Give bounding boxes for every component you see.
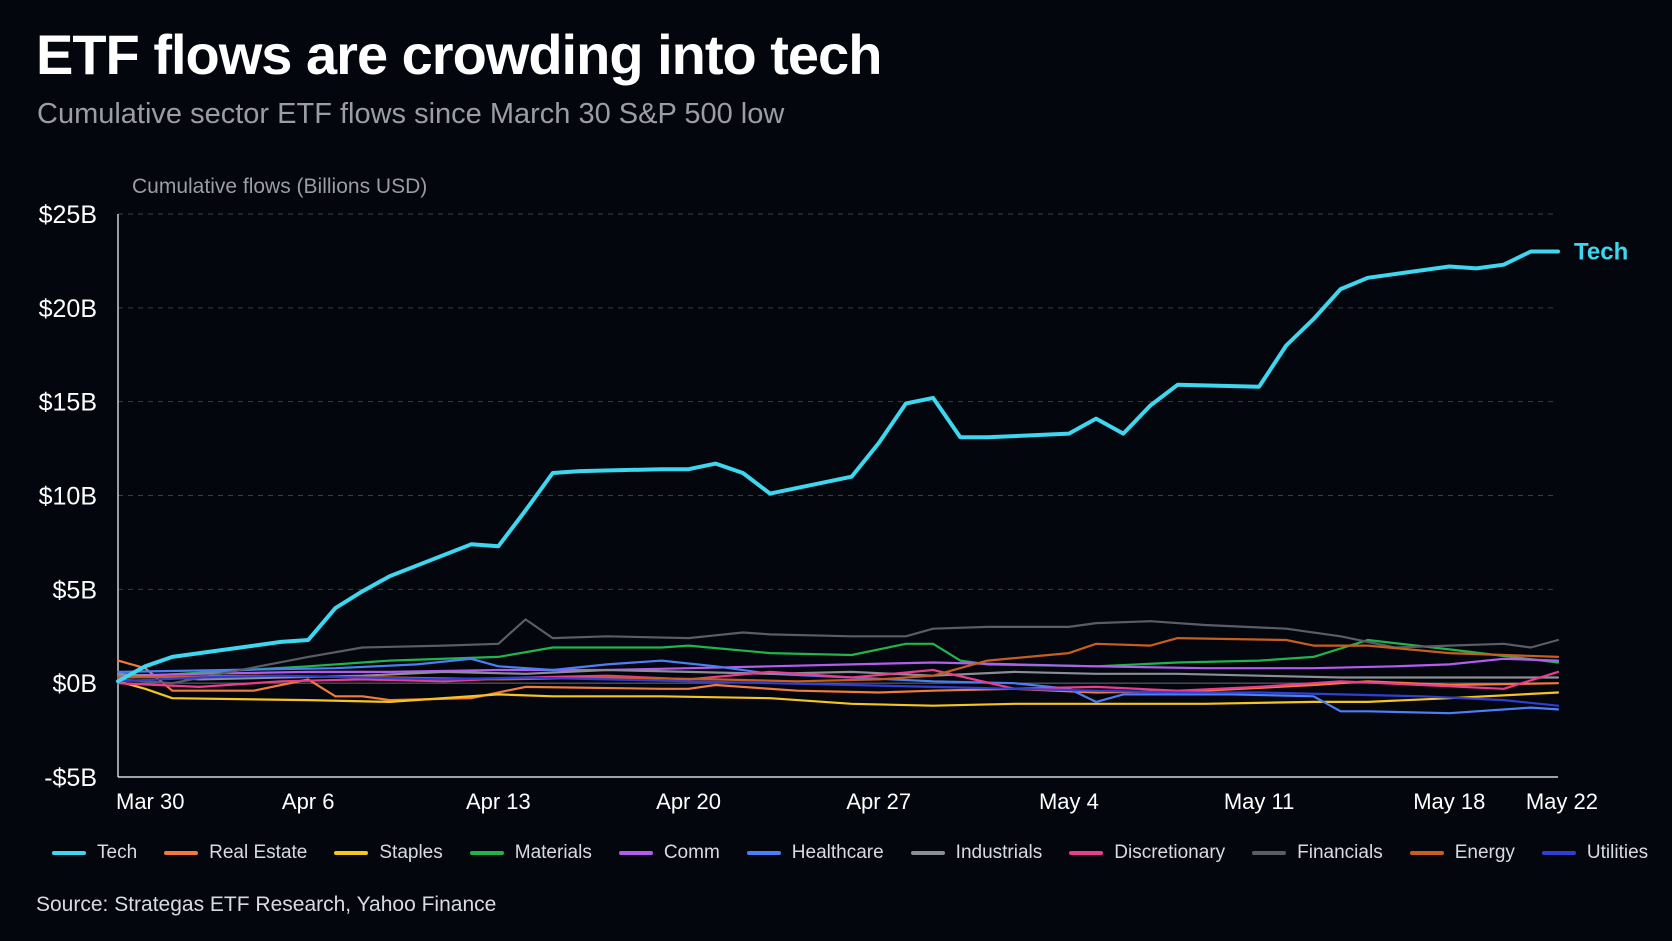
chart-subtitle: Cumulative sector ETF flows since March … bbox=[37, 98, 785, 130]
series-line-comm bbox=[116, 657, 1560, 677]
legend-item-staples: Staples bbox=[334, 842, 443, 864]
legend-swatch bbox=[469, 851, 504, 855]
series-line-industrials bbox=[116, 668, 1560, 681]
legend-swatch bbox=[618, 851, 653, 855]
chart-title: ETF flows are crowding into tech bbox=[36, 23, 882, 86]
x-tick-label: May 4 bbox=[1039, 789, 1099, 814]
legend-swatch bbox=[334, 851, 369, 855]
y-tick-label: $5B bbox=[53, 576, 97, 604]
y-axis-label: Cumulative flows (Billions USD) bbox=[132, 175, 427, 198]
legend-label: Materials bbox=[514, 842, 592, 863]
tech-line-annotation: Tech bbox=[1574, 239, 1628, 266]
x-tick-label: May 11 bbox=[1224, 789, 1295, 814]
legend-item-discretionary: Discretionary bbox=[1069, 842, 1225, 864]
x-tick-label: Mar 30 bbox=[116, 789, 184, 814]
chart-legend: Tech Real Estate Staples Materials Comm Healt… bbox=[52, 842, 1672, 864]
legend-item-real-estate: Real Estate bbox=[164, 842, 307, 864]
legend-item-comm: Comm bbox=[618, 842, 720, 864]
legend-label: Financials bbox=[1297, 842, 1383, 863]
x-tick-label: Apr 20 bbox=[656, 789, 721, 814]
legend-swatch bbox=[164, 851, 199, 855]
legend-swatch bbox=[910, 851, 945, 855]
series-line-energy bbox=[116, 636, 1560, 683]
y-tick-label: $25B bbox=[39, 201, 97, 229]
x-tick-label: Apr 27 bbox=[846, 789, 911, 814]
source-note: Source: Strategas ETF Research, Yahoo Fi… bbox=[36, 893, 497, 916]
legend-item-financials: Financials bbox=[1252, 842, 1383, 864]
legend-label: Comm bbox=[663, 842, 720, 863]
legend-label: Real Estate bbox=[209, 842, 308, 863]
x-tick-label: Apr 6 bbox=[282, 789, 335, 814]
series-line-materials bbox=[116, 638, 1560, 679]
legend-swatch bbox=[1541, 851, 1576, 855]
legend-item-energy: Energy bbox=[1409, 842, 1515, 864]
legend-swatch bbox=[746, 851, 781, 855]
legend-swatch bbox=[1252, 851, 1287, 855]
y-tick-label: $20B bbox=[39, 295, 97, 323]
legend-item-industrials: Industrials bbox=[910, 842, 1043, 864]
y-tick-label: $10B bbox=[39, 483, 97, 511]
legend-label: Healthcare bbox=[791, 842, 884, 863]
legend-label: Utilities bbox=[1586, 842, 1649, 863]
legend-label: Industrials bbox=[955, 842, 1043, 863]
y-tick-label: $0B bbox=[53, 670, 97, 698]
legend-item-utilities: Utilities bbox=[1541, 842, 1649, 864]
legend-label: Tech bbox=[97, 842, 138, 863]
y-tick-label: $15B bbox=[39, 389, 97, 417]
legend-swatch bbox=[1409, 851, 1444, 855]
series-line-healthcare bbox=[116, 657, 1560, 715]
y-tick-label: -$5B bbox=[44, 764, 97, 792]
legend-swatch bbox=[52, 851, 86, 855]
x-tick-label: May 22 bbox=[1526, 789, 1598, 814]
legend-label: Staples bbox=[379, 842, 443, 863]
legend-item-healthcare: Healthcare bbox=[746, 842, 884, 864]
legend-label: Discretionary bbox=[1114, 842, 1226, 863]
series-line-utilities bbox=[116, 674, 1560, 707]
series-line-financials bbox=[116, 618, 1560, 685]
series-line-discretionary bbox=[116, 668, 1560, 692]
x-tick-label: May 18 bbox=[1413, 789, 1485, 814]
x-tick-label: Apr 13 bbox=[466, 789, 531, 814]
legend-item-tech: Tech bbox=[52, 842, 137, 864]
legend-item-materials: Materials bbox=[469, 842, 592, 864]
legend-swatch bbox=[1069, 851, 1104, 855]
series-line-tech bbox=[116, 249, 1560, 684]
legend-label: Energy bbox=[1454, 842, 1515, 863]
